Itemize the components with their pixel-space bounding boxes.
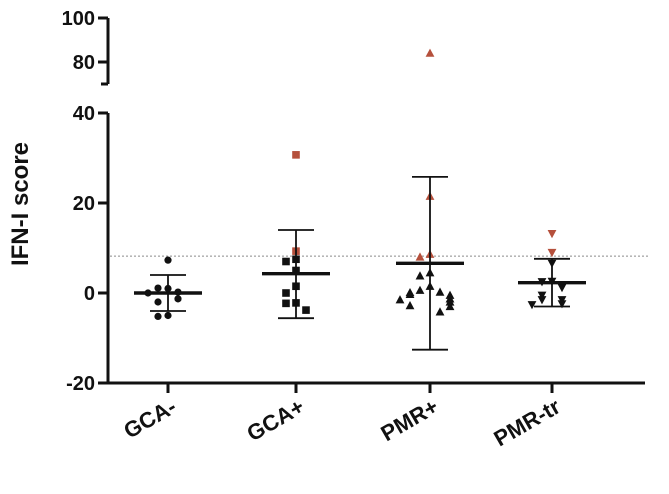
data-point (537, 291, 547, 300)
data-point (547, 230, 557, 239)
data-point (154, 312, 162, 320)
y-tick-label: 0 (84, 283, 95, 305)
data-point (435, 307, 445, 316)
data-point (154, 298, 162, 306)
data-point (154, 284, 162, 292)
y-axis-label: IFN-I score (7, 142, 34, 266)
data-point (164, 256, 172, 264)
x-tick-label: PMR+ (377, 394, 443, 447)
data-point (425, 48, 435, 57)
data-point (292, 151, 300, 159)
x-tick-label: PMR-tr (490, 393, 565, 451)
data-marks (134, 48, 586, 351)
data-point (282, 257, 290, 266)
data-point (557, 284, 567, 293)
y-tick-label: 100 (62, 8, 95, 30)
y-tick-label: 40 (73, 103, 95, 125)
data-point (282, 299, 290, 308)
x-tick-label: GCA- (119, 394, 180, 444)
axes: -20 0 20 40 80 100 GCA- GCA+ PMR+ PMR-tr (62, 8, 645, 451)
data-point (557, 300, 567, 309)
y-tick-label: 80 (73, 52, 95, 74)
data-point (174, 295, 182, 303)
data-point (302, 306, 310, 314)
x-tick-label: GCA+ (243, 394, 309, 447)
y-tick-label: -20 (66, 373, 95, 395)
data-point (415, 271, 425, 280)
data-point (415, 252, 425, 261)
data-point (527, 301, 537, 310)
data-point (164, 311, 172, 320)
data-point (435, 287, 445, 296)
data-point (415, 285, 425, 294)
y-tick-label: 20 (73, 193, 95, 215)
data-point (395, 295, 405, 304)
data-point (405, 301, 415, 310)
data-point (445, 297, 455, 306)
data-point (537, 296, 547, 305)
data-point (405, 289, 415, 298)
data-point (445, 301, 455, 311)
data-point (282, 289, 290, 297)
data-point (547, 248, 557, 258)
